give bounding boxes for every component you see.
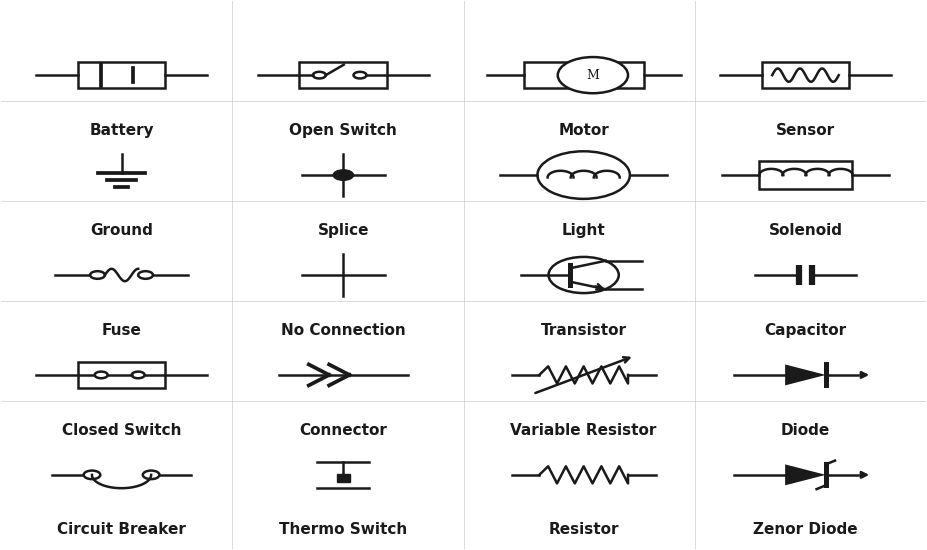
- Text: Diode: Diode: [781, 422, 830, 437]
- Text: Connector: Connector: [299, 422, 387, 437]
- Bar: [524, 62, 643, 88]
- Circle shape: [95, 372, 108, 378]
- Text: Sensor: Sensor: [776, 123, 835, 138]
- Circle shape: [143, 471, 159, 479]
- Text: Zenor Diode: Zenor Diode: [753, 522, 857, 537]
- Text: Variable Resistor: Variable Resistor: [511, 422, 657, 437]
- Text: Circuit Breaker: Circuit Breaker: [57, 522, 186, 537]
- Text: Capacitor: Capacitor: [765, 323, 846, 338]
- Text: Battery: Battery: [89, 123, 154, 138]
- Circle shape: [138, 271, 153, 279]
- Text: Transistor: Transistor: [540, 323, 627, 338]
- Bar: [759, 161, 852, 189]
- Text: M: M: [587, 69, 600, 81]
- Circle shape: [90, 271, 105, 279]
- Text: Resistor: Resistor: [549, 522, 619, 537]
- Text: Ground: Ground: [90, 223, 153, 238]
- Circle shape: [558, 57, 628, 94]
- Polygon shape: [785, 365, 826, 386]
- Bar: [78, 362, 165, 388]
- Text: Closed Switch: Closed Switch: [62, 422, 182, 437]
- Text: Open Switch: Open Switch: [289, 123, 398, 138]
- Text: Solenoid: Solenoid: [768, 223, 843, 238]
- Text: Thermo Switch: Thermo Switch: [279, 522, 408, 537]
- Text: Motor: Motor: [558, 123, 609, 138]
- Bar: [78, 62, 165, 88]
- Bar: [337, 474, 349, 481]
- Bar: [299, 62, 387, 88]
- Text: Fuse: Fuse: [102, 323, 142, 338]
- Bar: [762, 62, 849, 88]
- Text: No Connection: No Connection: [281, 323, 406, 338]
- Polygon shape: [785, 464, 826, 485]
- Text: Splice: Splice: [318, 223, 369, 238]
- Circle shape: [83, 471, 100, 479]
- Text: Light: Light: [562, 223, 605, 238]
- Circle shape: [333, 170, 353, 180]
- Circle shape: [132, 372, 145, 378]
